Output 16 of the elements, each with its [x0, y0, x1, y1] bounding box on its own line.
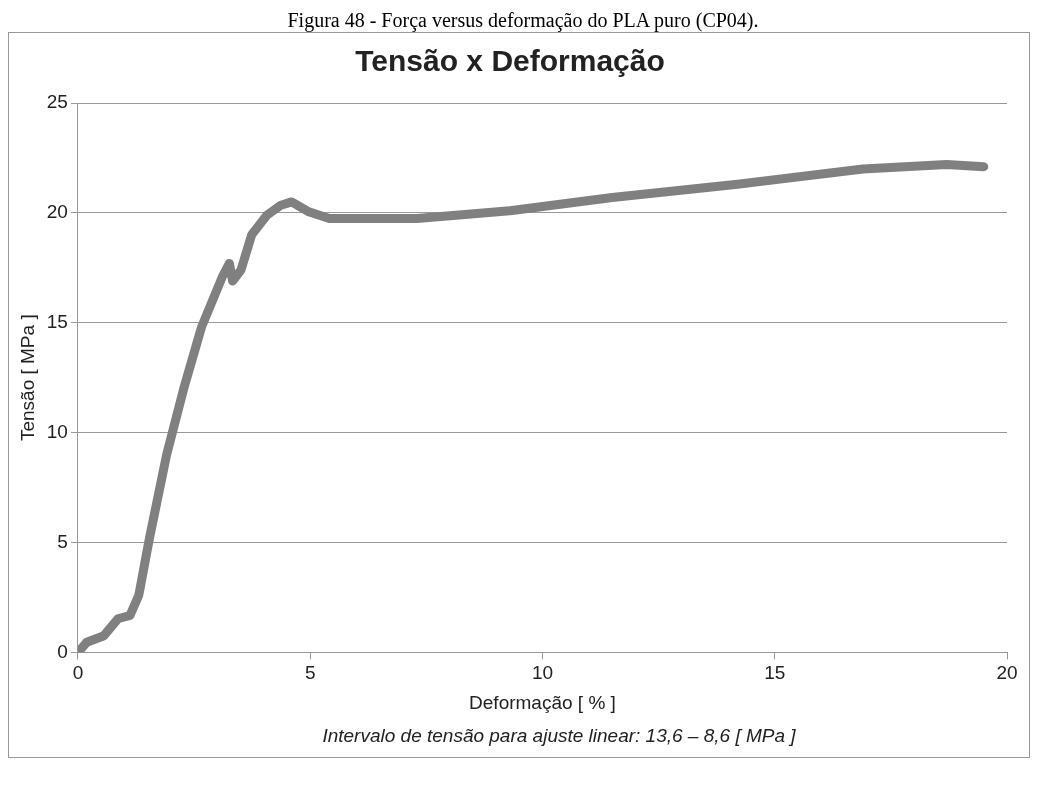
x-tick-label: 5: [304, 662, 316, 684]
y-axis-title: Tensão [ MPa ]: [16, 314, 38, 442]
x-tick-label: 10: [531, 662, 554, 684]
text: Intervalo de tensão para ajuste linear: 13,6 – 8,6 [ MPa ]: [321, 724, 797, 748]
y-tick-label: 25: [46, 91, 68, 113]
x-tick-label: 20: [996, 662, 1018, 684]
y-tick-label: 10: [46, 420, 68, 442]
x-tick-label: 15: [764, 662, 786, 684]
y-tick-label: 5: [57, 530, 68, 552]
text: Figura 48 - Força versus deformação do PLA puro (CP04).: [286, 8, 760, 32]
x-axis-title: Deformação [ % ]: [469, 691, 616, 713]
y-tick-label: 20: [46, 201, 68, 223]
y-tick-label: 0: [57, 640, 68, 662]
y-tick-label: 15: [46, 310, 68, 332]
chart-title: Tensão x Deformação: [355, 44, 665, 78]
x-tick-label: 0: [72, 662, 84, 684]
